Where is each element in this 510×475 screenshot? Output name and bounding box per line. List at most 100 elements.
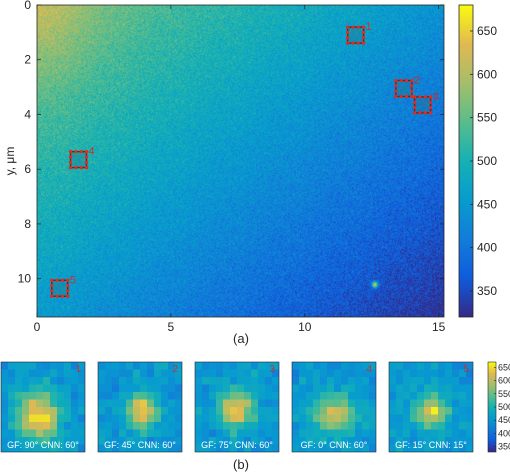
- marker-dot: [362, 36, 366, 40]
- colorbar-tick-label: 350: [477, 284, 497, 298]
- marker-dot: [362, 41, 366, 45]
- marker-dot: [74, 150, 78, 154]
- marker-dot: [399, 78, 403, 83]
- spot-panel-image: [195, 362, 279, 452]
- spot-colorbar-tick-label: 600: [498, 376, 510, 386]
- marker-dot: [79, 166, 83, 170]
- marker-dot: [412, 105, 417, 110]
- y-tick-label: 0: [24, 0, 31, 12]
- panel-a-caption: (a): [233, 331, 249, 346]
- marker-dot: [423, 95, 427, 99]
- marker-2: 2: [394, 74, 420, 99]
- spot-panel-frame: [291, 361, 377, 453]
- spot-panel-caption: GF: 45° CNN: 60°: [104, 440, 176, 450]
- marker-dot: [410, 84, 414, 88]
- marker-dot: [412, 95, 417, 99]
- marker-dot: [66, 289, 70, 293]
- marker-box: [69, 150, 88, 169]
- spot-panel-4: 4 GF: 0° CNN: 60°: [291, 361, 377, 453]
- marker-dot: [66, 283, 70, 288]
- marker-dot: [351, 25, 355, 29]
- marker-dot: [394, 94, 398, 99]
- x-tick-label: 0: [34, 320, 41, 334]
- main-colorbar-gradient: [459, 5, 473, 317]
- marker-dot: [351, 41, 355, 45]
- marker-dot: [394, 89, 398, 93]
- y-tick-label: 8: [24, 217, 31, 231]
- marker-dot: [394, 78, 398, 83]
- marker-dot: [55, 294, 59, 298]
- spot-colorbar-tick-label: 500: [498, 402, 510, 412]
- marker-dot: [346, 30, 350, 35]
- spot-panel-frame: [388, 361, 474, 453]
- marker-number: 5: [70, 274, 76, 286]
- marker-dot: [84, 166, 89, 170]
- y-tick-label: 2: [24, 53, 31, 67]
- marker-box: [395, 79, 413, 98]
- spot-panel-caption: GF: 90° CNN: 60°: [7, 440, 79, 450]
- main-markers: 1 2 3 4 5: [50, 21, 439, 298]
- y-tick-label: 4: [24, 107, 31, 121]
- marker-box: [413, 96, 432, 114]
- marker-dot: [362, 25, 366, 29]
- colorbar-tick-label: 450: [477, 197, 497, 211]
- main-y-axis: 0 2 4 6 8 10: [18, 0, 444, 286]
- x-tick-label: 15: [432, 320, 446, 334]
- spot-colorbar-tick-label: 350: [498, 442, 510, 452]
- marker-dot: [410, 94, 414, 99]
- marker-number: 4: [89, 146, 95, 158]
- marker-3: 3: [412, 91, 439, 115]
- x-tick-label: 5: [168, 320, 175, 334]
- spot-panels: 1 GF: 90° CNN: 60° 2 GF: 45° CNN: 60° 3 GF: 7…: [0, 361, 474, 453]
- marker-dot: [346, 41, 350, 45]
- main-colorbar-ticks: 350 400 450 500 550 600 650: [470, 24, 497, 298]
- spot-panel-frame: [0, 361, 86, 453]
- marker-dot: [60, 278, 65, 282]
- marker-dot: [394, 84, 398, 88]
- panel-b-caption: (b): [233, 457, 249, 472]
- spot-panel-number: 1: [75, 364, 81, 375]
- marker-dot: [68, 155, 73, 159]
- marker-dot: [50, 278, 54, 282]
- marker-dot: [74, 166, 78, 170]
- spot-panel-number: 4: [366, 364, 372, 375]
- spot-panel-frame: [194, 361, 280, 453]
- marker-dot: [66, 278, 70, 282]
- spot-panel-caption: GF: 75° CNN: 60°: [201, 440, 273, 450]
- marker-number: 3: [433, 91, 439, 103]
- marker-dot: [79, 150, 83, 154]
- colorbar-tick-label: 650: [477, 24, 497, 38]
- spot-panel-caption: GF: 0° CNN: 60°: [301, 440, 368, 450]
- spot-colorbar: 350 400 450 500 550 600 650: [487, 361, 510, 453]
- spot-colorbar-gradient: [488, 362, 496, 452]
- colorbar-tick-label: 600: [477, 67, 497, 81]
- marker-dot: [362, 30, 366, 35]
- spot-panel-2: 2 GF: 45° CNN: 60°: [97, 361, 183, 453]
- marker-4: 4: [68, 146, 95, 170]
- marker-dot: [50, 283, 54, 288]
- x-tick-label: 10: [298, 320, 312, 334]
- marker-dot: [60, 294, 65, 298]
- spot-panel-image: [1, 362, 85, 452]
- marker-dot: [412, 111, 417, 115]
- marker-dot: [84, 160, 89, 164]
- marker-dot: [68, 150, 73, 154]
- marker-dot: [68, 166, 73, 170]
- spot-colorbar-tick-label: 650: [498, 362, 510, 372]
- marker-dot: [410, 89, 414, 93]
- colorbar-tick-label: 500: [477, 154, 497, 168]
- marker-dot: [418, 95, 422, 99]
- marker-dot: [50, 289, 54, 293]
- spot-panel-number: 5: [463, 364, 469, 375]
- marker-dot: [412, 100, 417, 104]
- marker-dot: [423, 111, 427, 115]
- spot-panel-image: [389, 362, 473, 452]
- spot-panel-3: 3 GF: 75° CNN: 60°: [194, 361, 280, 453]
- colorbar-tick-label: 400: [477, 241, 497, 255]
- y-tick-label: 10: [18, 272, 32, 286]
- marker-dot: [55, 278, 59, 282]
- spot-panel-image: [292, 362, 376, 452]
- spot-colorbar-ticks: 350 400 450 500 550 600 650: [494, 362, 510, 452]
- main-heatmap-image: [37, 5, 444, 317]
